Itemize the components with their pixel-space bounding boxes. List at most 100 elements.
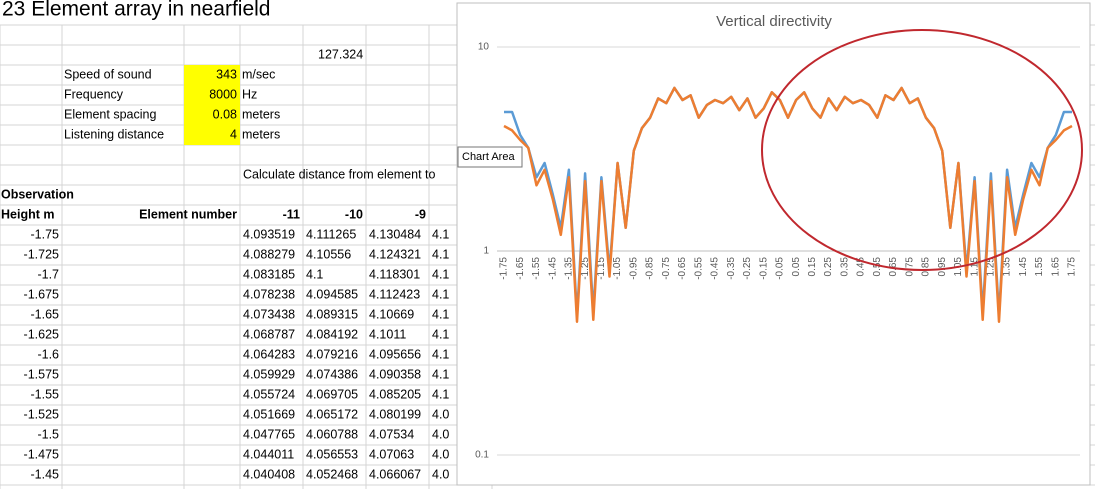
cell: 4.093519: [243, 227, 295, 241]
cell: 4.088279: [243, 247, 295, 261]
cell: meters: [242, 127, 280, 141]
x-tick-label: 0.35: [839, 257, 850, 277]
cell: 4.069705: [306, 387, 358, 401]
x-tick-label: 0.15: [807, 257, 818, 277]
cell: Calculate distance from element to: [243, 167, 436, 181]
x-tick-label: -0.85: [645, 257, 656, 280]
cell: 4.074386: [306, 367, 358, 381]
x-tick-label: 0.75: [904, 257, 915, 277]
cell: 4.056553: [306, 447, 358, 461]
x-tick-label: -0.45: [710, 257, 721, 280]
cell: 4.052468: [306, 467, 358, 481]
x-tick-label: 1.45: [1018, 257, 1029, 277]
x-tick-label: -0.65: [677, 257, 688, 280]
cell: 4.089315: [306, 307, 358, 321]
cell: 4.1011: [369, 327, 406, 341]
cell: 4.1: [432, 267, 449, 281]
cell: 4.044011: [243, 447, 294, 461]
series-line: [503, 86, 1073, 323]
cell: 4.080199: [369, 407, 421, 421]
chart[interactable]: Vertical directivity 0.1 1 10 -1.75 -1.65 -1.…: [456, 2, 1091, 486]
cell: 4.10556: [306, 247, 351, 261]
x-tick-label: 0.95: [937, 257, 948, 277]
x-tick-label: -0.55: [693, 257, 704, 280]
cell: 127.324: [318, 47, 363, 61]
cell: 4.0: [432, 467, 449, 481]
input-cell: [184, 85, 240, 105]
chart-title: Vertical directivity: [716, 13, 832, 30]
cell: 4.090358: [369, 367, 421, 381]
x-tick-label: -1.45: [547, 257, 558, 280]
cell: -1.5: [37, 427, 59, 441]
cell: 4.040408: [243, 467, 295, 481]
cell: 4.118301: [369, 267, 420, 281]
tooltip-box: [457, 146, 523, 168]
cell: -1.525: [24, 407, 59, 421]
cell: 4.07534: [369, 427, 414, 441]
cell: 4.066067: [369, 467, 421, 481]
x-tick-label: 1.35: [1002, 257, 1013, 277]
cell: Listening distance: [64, 127, 164, 141]
cell: 4.078238: [243, 287, 295, 301]
cell: 8000: [209, 87, 237, 101]
cell: -1.475: [24, 447, 59, 461]
cell: Element spacing: [64, 107, 156, 121]
cell: 4.065172: [306, 407, 358, 421]
cell: 4.079216: [306, 347, 358, 361]
y-tick-label: 0.1: [475, 450, 489, 461]
cell: m/sec: [242, 67, 275, 81]
cell: -1.7: [37, 267, 59, 281]
cell: 4.1: [306, 267, 323, 281]
cell: 4.064283: [243, 347, 295, 361]
cell: -1.575: [24, 367, 59, 381]
cell: 4.059929: [243, 367, 295, 381]
x-tick-label: -1.15: [596, 257, 607, 280]
cell: Frequency: [64, 87, 124, 101]
cell: Speed of sound: [64, 67, 152, 81]
x-tick-label: 0.85: [921, 257, 932, 277]
cell: 4.068787: [243, 327, 295, 341]
cell: 4.094585: [306, 287, 358, 301]
y-tick-label: 1: [483, 246, 489, 257]
cell: 4.112423: [369, 287, 420, 301]
x-tick-label: -0.95: [628, 257, 639, 280]
x-tick-label: 0.55: [872, 257, 883, 277]
cell: 343: [216, 67, 237, 81]
x-tick-label: -1.65: [515, 257, 526, 280]
x-tick-label: 1.15: [969, 257, 980, 277]
cell: 4.0: [432, 407, 449, 421]
x-tick-label: 1.55: [1034, 257, 1045, 277]
cell: 4.10669: [369, 307, 414, 321]
cell: 4.130484: [369, 227, 421, 241]
x-tick-label: 0.25: [823, 257, 834, 277]
cell: -1.6: [37, 347, 59, 361]
x-tick-label: -0.05: [775, 257, 786, 280]
chart-area[interactable]: [456, 2, 1091, 486]
cell: meters: [242, 107, 280, 121]
cell: 4.055724: [243, 387, 295, 401]
cell: -11: [283, 207, 300, 221]
cell: 4.083185: [243, 267, 295, 281]
highlight-ellipse: [761, 29, 1083, 271]
cell: -1.75: [31, 227, 60, 241]
cell: 4.060788: [306, 427, 358, 441]
cell: -1.55: [31, 387, 60, 401]
cell: 4.1: [432, 307, 449, 321]
x-tick-label: -0.35: [726, 257, 737, 280]
input-cell: [184, 65, 240, 85]
x-tick-label: 1.65: [1050, 257, 1061, 277]
tooltip: Chart Area: [462, 151, 515, 163]
x-tick-label: 0.65: [888, 257, 899, 277]
cell: 4.1: [432, 247, 449, 261]
x-tick-label: -1.55: [531, 257, 542, 280]
cell: 4.07063: [369, 447, 414, 461]
x-tick-label: -1.35: [564, 257, 575, 280]
cell: 4.047765: [243, 427, 295, 441]
cell: -1.65: [31, 307, 60, 321]
cell: 4.085205: [369, 387, 421, 401]
cell: -10: [345, 207, 363, 221]
cell: 4.0: [432, 427, 449, 441]
x-tick-label: -0.75: [661, 257, 672, 280]
cell: 4.051669: [243, 407, 295, 421]
